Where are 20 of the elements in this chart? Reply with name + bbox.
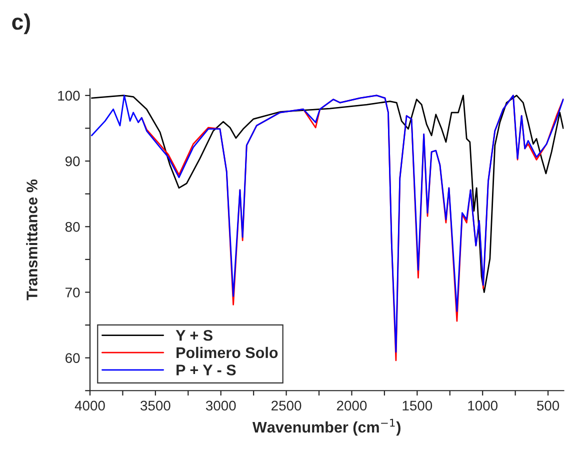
x-tick-label: 3500 <box>140 400 170 411</box>
line-series <box>91 94 564 293</box>
y-tick-label: 70 <box>66 288 80 298</box>
legend-label: Polimero Solo <box>176 346 278 358</box>
legend-label: P + Y - S <box>176 364 236 376</box>
y-axis-title: Transmittance % <box>26 179 38 300</box>
x-tick-label: 2000 <box>336 400 367 411</box>
x-tick-label: 4000 <box>74 400 105 411</box>
y-tick-label: 80 <box>65 222 80 232</box>
x-axis-title: Wavenumber (cm$^{−1}$) <box>252 418 400 436</box>
x-tick-label: 3000 <box>206 400 236 411</box>
x-tick-label: 500 <box>537 400 560 411</box>
x-tick-label: 1000 <box>468 400 498 411</box>
y-tick-label: 100 <box>58 90 80 101</box>
x-tick-label: 1500 <box>402 400 432 411</box>
y-tick-label: 90 <box>65 156 80 166</box>
y-tick-label: 60 <box>66 353 80 364</box>
x-tick-label: 2500 <box>272 400 302 411</box>
legend-label: Y + S <box>176 330 212 341</box>
chart-title: c) <box>12 13 30 34</box>
